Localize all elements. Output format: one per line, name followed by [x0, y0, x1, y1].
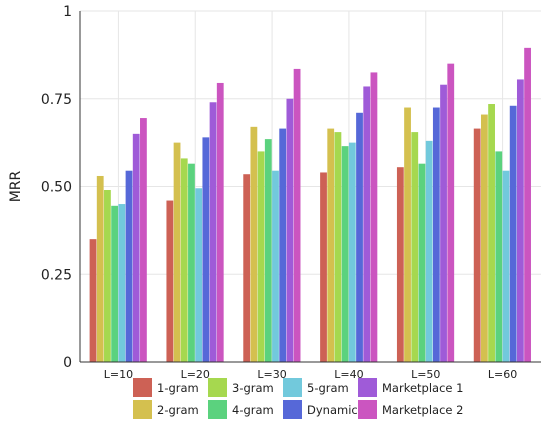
bar-3-gram-l20 — [180, 158, 188, 362]
y-tick-label: 0.50 — [41, 180, 72, 196]
bar-2-gram-l60 — [480, 114, 488, 362]
bar-1-gram-l60 — [473, 128, 481, 362]
bar-marketplace-2-l60 — [524, 47, 531, 362]
bar-3-gram-l10 — [104, 190, 111, 362]
bar-marketplace-1-l40 — [363, 86, 371, 362]
bar-5-gram-l50 — [425, 140, 433, 362]
bar-1-gram-l30 — [243, 174, 251, 362]
bar-marketplace-2-l30 — [293, 68, 301, 362]
bar-4-gram-l50 — [418, 163, 426, 362]
bar-4-gram-l10 — [111, 205, 119, 362]
y-tick-label: 0 — [63, 355, 72, 371]
bar-1-gram-l20 — [166, 200, 174, 362]
bar-3-gram-l40 — [334, 132, 342, 362]
x-tick-label: L=30 — [257, 368, 286, 381]
legend-label: Marketplace 2 — [382, 403, 463, 417]
legend-swatch — [283, 400, 302, 419]
y-tick-label: 0.25 — [41, 267, 72, 283]
legend-swatch — [358, 400, 377, 419]
legend-swatch — [358, 378, 377, 397]
y-tick-label: 1 — [63, 4, 72, 20]
bar-2-gram-l50 — [404, 107, 411, 363]
bar-marketplace-2-l40 — [370, 72, 378, 363]
legend-label: 2-gram — [157, 403, 199, 417]
legend-label: 1-gram — [157, 381, 199, 395]
bar-1-gram-l50 — [396, 167, 404, 362]
bar-marketplace-1-l50 — [440, 84, 447, 363]
bar-4-gram-l20 — [188, 163, 195, 362]
bar-marketplace-1-l10 — [132, 133, 140, 362]
bar-4-gram-l30 — [264, 139, 272, 362]
x-tick-label: L=10 — [104, 368, 133, 381]
bar-1-gram-l40 — [320, 172, 327, 362]
axes: 0 0.25 0.50 0.75 1 L=10 L=20 L=30 L=40 L=50 L=60 MR… — [8, 4, 541, 381]
legend-swatch — [208, 378, 227, 397]
bar-5-gram-l10 — [118, 204, 126, 362]
bar-dynamic-l10 — [125, 170, 133, 362]
bar-marketplace-1-l30 — [286, 98, 294, 362]
bar-2-gram-l40 — [327, 128, 335, 362]
bar-3-gram-l50 — [411, 132, 419, 362]
x-tick-label: L=20 — [181, 368, 210, 381]
bar-5-gram-l20 — [195, 188, 203, 362]
legend: 1-gram 2-gram 3-gram 4-gram 5-gram Dynamic Mar… — [133, 378, 463, 419]
bar-2-gram-l20 — [173, 142, 181, 362]
legend-swatch — [208, 400, 227, 419]
bar-dynamic-l30 — [279, 128, 287, 362]
legend-label: 5-gram — [307, 381, 349, 395]
bar-4-gram-l60 — [495, 151, 503, 362]
bar-dynamic-l40 — [356, 112, 363, 362]
legend-label: 4-gram — [232, 403, 274, 417]
bar-5-gram-l60 — [502, 170, 510, 362]
bar-5-gram-l40 — [348, 142, 356, 362]
bar-dynamic-l60 — [509, 105, 517, 363]
x-tick-label: L=40 — [334, 368, 363, 381]
bar-4-gram-l40 — [341, 146, 349, 362]
gridlines — [80, 10, 541, 363]
bar-marketplace-1-l20 — [209, 102, 217, 362]
y-tick-label: 0.75 — [41, 92, 72, 108]
y-axis-label: MRR — [8, 170, 24, 202]
bar-2-gram-l30 — [250, 126, 258, 362]
bar-dynamic-l50 — [432, 107, 440, 363]
legend-swatch — [283, 378, 302, 397]
bar-2-gram-l10 — [96, 175, 104, 362]
bar-marketplace-2-l50 — [447, 63, 455, 363]
x-tick-label: L=60 — [488, 368, 517, 381]
bar-dynamic-l20 — [202, 137, 210, 362]
legend-label: 3-gram — [232, 381, 274, 395]
bar-3-gram-l60 — [488, 104, 495, 362]
bar-5-gram-l30 — [272, 170, 279, 362]
legend-swatch — [133, 400, 152, 419]
bar-1-gram-l10 — [89, 239, 97, 362]
bar-marketplace-2-l10 — [140, 118, 147, 363]
bar-marketplace-2-l20 — [216, 82, 224, 362]
bar-3-gram-l30 — [257, 151, 265, 362]
legend-swatch — [133, 378, 152, 397]
legend-label: Marketplace 1 — [382, 381, 463, 395]
legend-label: Dynamic — [307, 403, 358, 417]
bars — [89, 47, 531, 363]
x-tick-label: L=50 — [411, 368, 440, 381]
bar-marketplace-1-l60 — [516, 79, 524, 362]
